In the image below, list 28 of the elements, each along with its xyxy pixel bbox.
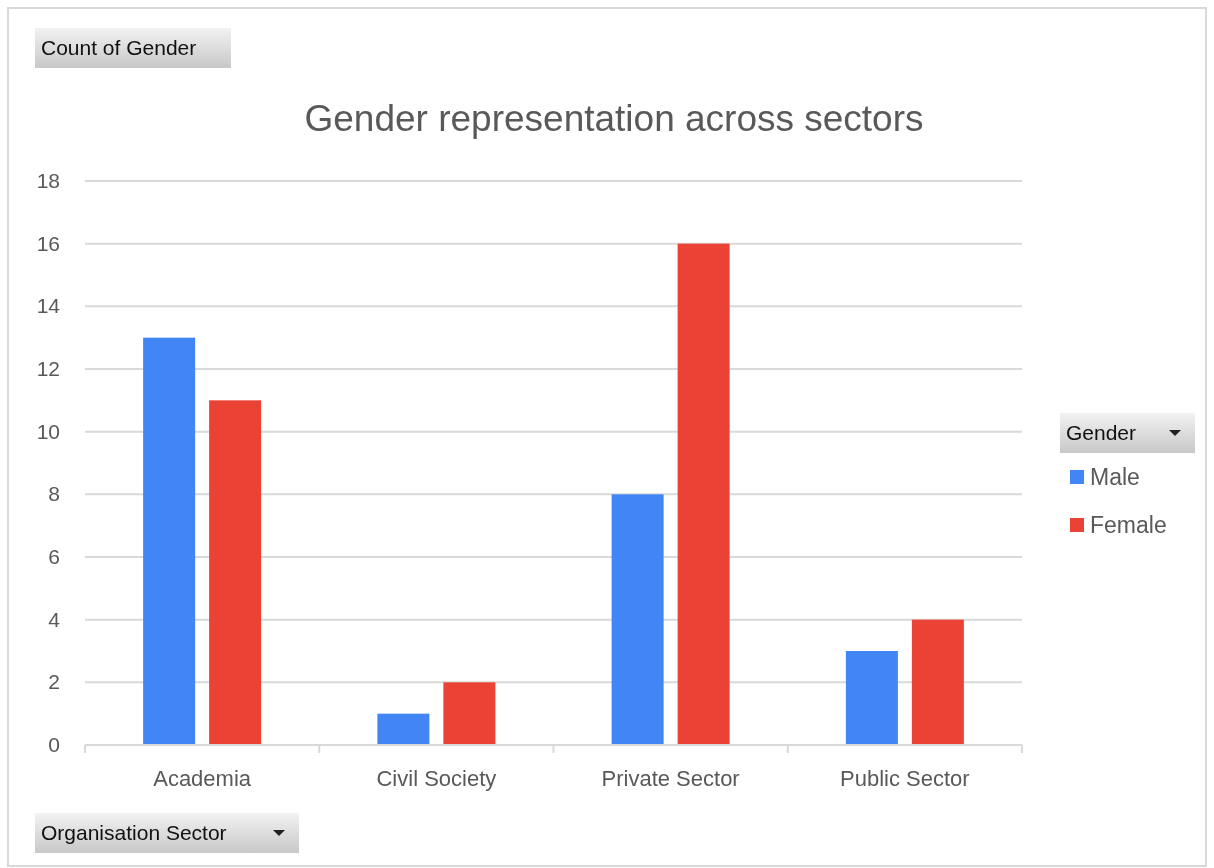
bar: [377, 713, 430, 745]
y-tick-label: 18: [36, 169, 60, 192]
chart-title: Gender representation across sectors: [304, 98, 924, 139]
y-tick-label: 0: [48, 733, 60, 756]
legend-label: Male: [1090, 464, 1140, 490]
bar: [143, 337, 196, 745]
y-tick-label: 10: [36, 419, 60, 443]
x-tick-label: Public Sector: [840, 766, 970, 791]
bar: [443, 682, 496, 745]
bar: [611, 494, 664, 745]
x-tick-label: Private Sector: [601, 766, 740, 791]
text: Count of Gender: [41, 36, 197, 59]
x-axis-title: Organisation Sector: [41, 821, 227, 844]
y-tick-label: 6: [48, 545, 60, 568]
y-tick-label: 12: [36, 357, 60, 380]
x-tick-label: Civil Society: [376, 766, 497, 791]
x-tick-label: Academia: [153, 766, 252, 791]
legend-title: Gender: [1066, 421, 1137, 444]
y-tick-label: 8: [48, 482, 60, 506]
y-tick-label: 4: [48, 607, 61, 631]
bar: [845, 651, 898, 745]
legend-label: Female: [1090, 512, 1167, 538]
bar: [677, 243, 730, 745]
y-tick-label: 2: [48, 670, 60, 694]
y-tick-label: 14: [36, 294, 61, 318]
bar: [209, 400, 262, 745]
y-tick-label: 16: [36, 231, 60, 255]
bar: [911, 619, 964, 745]
